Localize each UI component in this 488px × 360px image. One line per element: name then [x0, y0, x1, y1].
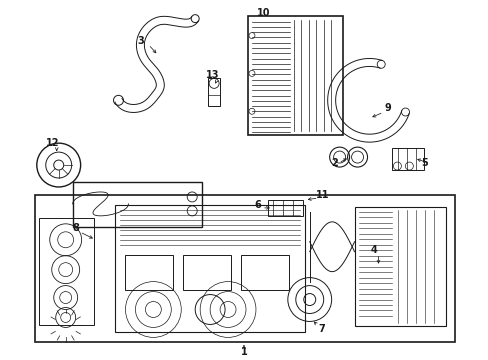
Bar — [392, 148, 424, 170]
Bar — [241, 255, 288, 289]
Text: 13: 13 — [206, 71, 220, 80]
Text: 4: 4 — [370, 245, 377, 255]
Bar — [247, 15, 342, 135]
Bar — [208, 78, 220, 106]
Bar — [115, 205, 304, 332]
Text: 5: 5 — [420, 158, 427, 168]
Text: 10: 10 — [257, 8, 270, 18]
Bar — [35, 195, 454, 342]
Text: 9: 9 — [383, 103, 390, 113]
Bar — [39, 218, 93, 325]
Bar — [354, 207, 446, 327]
Bar — [73, 182, 202, 227]
Bar — [125, 255, 173, 289]
Text: 2: 2 — [330, 158, 337, 168]
Text: 3: 3 — [137, 36, 143, 46]
Bar — [267, 200, 302, 216]
Text: 6: 6 — [254, 200, 261, 210]
Bar — [183, 255, 230, 289]
Text: 11: 11 — [315, 190, 329, 200]
Text: 7: 7 — [318, 324, 325, 334]
Text: 1: 1 — [240, 347, 247, 357]
Text: 8: 8 — [72, 223, 79, 233]
Text: 12: 12 — [46, 138, 60, 148]
